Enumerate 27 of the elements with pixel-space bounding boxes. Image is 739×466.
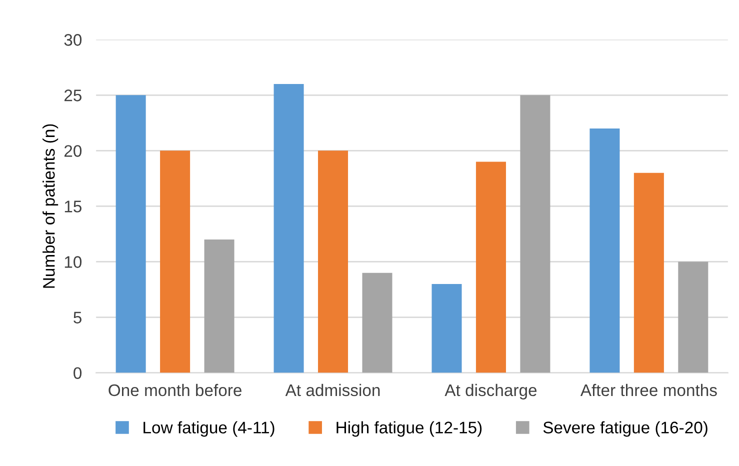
x-tick-label: At admission bbox=[285, 384, 380, 396]
y-tick-label: 30 bbox=[64, 34, 82, 46]
y-tick-label: 20 bbox=[64, 145, 82, 157]
bar bbox=[204, 240, 234, 373]
bar bbox=[362, 272, 392, 373]
bar bbox=[678, 262, 708, 373]
bar bbox=[432, 284, 462, 373]
y-axis-title: Number of patients (n) bbox=[42, 124, 58, 288]
y-tick-label: 10 bbox=[64, 256, 82, 268]
bar bbox=[634, 172, 664, 373]
bar bbox=[274, 84, 304, 373]
legend-label: Low fatigue (4-11) bbox=[144, 421, 274, 437]
x-tick-label: One month before bbox=[108, 384, 242, 396]
y-tick-label: 25 bbox=[64, 90, 82, 102]
bar bbox=[160, 150, 190, 373]
bar bbox=[318, 150, 348, 373]
bar bbox=[116, 95, 146, 373]
legend-label: High fatigue (12-15) bbox=[336, 421, 482, 437]
x-tick-label: After three months bbox=[580, 384, 717, 396]
bar bbox=[520, 95, 550, 373]
bar bbox=[590, 128, 620, 373]
x-tick-label: At discharge bbox=[444, 384, 537, 400]
y-tick-label: 0 bbox=[74, 367, 82, 380]
y-tick-label: 15 bbox=[64, 200, 82, 212]
bar bbox=[476, 162, 506, 373]
legend-label: Severe fatigue (16-20) bbox=[543, 421, 708, 437]
y-tick-label: 5 bbox=[74, 312, 82, 324]
